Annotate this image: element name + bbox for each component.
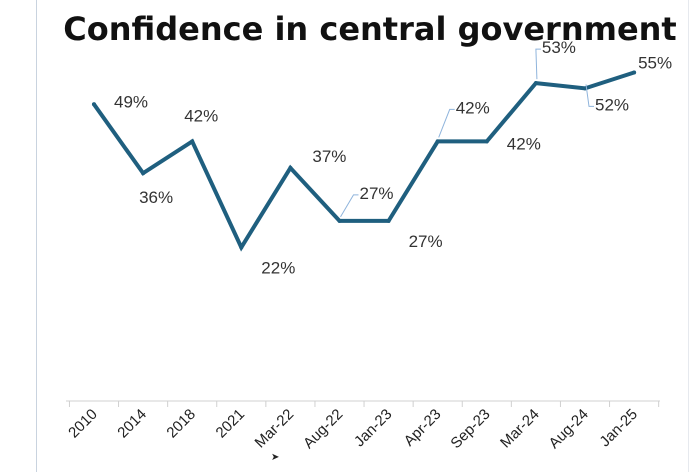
data-label: 49%: [114, 92, 148, 111]
x-tick-label: Mar-22: [252, 406, 298, 452]
data-label-leader: [535, 48, 541, 80]
data-label: 42%: [184, 106, 218, 125]
data-label: 52%: [595, 95, 629, 114]
data-point: [141, 171, 146, 176]
chart-left-border: [36, 0, 37, 472]
data-label: 27%: [409, 232, 443, 251]
chart-title: Confidence in central government: [63, 10, 677, 48]
series-line: [92, 70, 637, 252]
data-label-leader: [585, 84, 594, 107]
data-point: [386, 218, 391, 223]
data-point: [484, 139, 489, 144]
data-label: 22%: [261, 258, 295, 277]
data-label: 53%: [542, 38, 576, 57]
data-label: 55%: [638, 54, 672, 73]
mouse-cursor-icon: ➤: [271, 452, 280, 463]
x-tick-label: 2010: [65, 406, 101, 442]
data-point: [288, 165, 293, 170]
data-label-leader: [438, 108, 455, 138]
data-label: 36%: [139, 188, 173, 207]
x-tick-label: Jan-25: [596, 406, 640, 450]
data-point: [533, 81, 538, 86]
x-tick-label: 2014: [114, 406, 150, 442]
x-tick-label: Aug-22: [300, 406, 346, 452]
data-point: [632, 70, 637, 75]
x-tick-label: Sep-23: [447, 406, 493, 452]
data-point: [239, 245, 244, 250]
data-label: 42%: [507, 134, 541, 153]
data-label-leader: [340, 194, 359, 218]
x-tick-label: 2018: [163, 406, 199, 442]
x-tick-label: 2021: [213, 406, 249, 442]
data-label: 37%: [312, 147, 346, 166]
data-label: 27%: [360, 184, 394, 203]
data-point: [92, 102, 96, 107]
data-point: [337, 218, 342, 223]
data-label: 42%: [456, 98, 490, 117]
x-tick-label: Jan-23: [351, 406, 395, 450]
x-tick-label: Apr-23: [401, 406, 445, 450]
chart-right-border: [688, 0, 689, 472]
x-tick-label: Mar-24: [497, 406, 543, 452]
data-point: [190, 139, 195, 144]
x-tick-label: Aug-24: [546, 406, 592, 452]
data-point: [435, 139, 440, 144]
